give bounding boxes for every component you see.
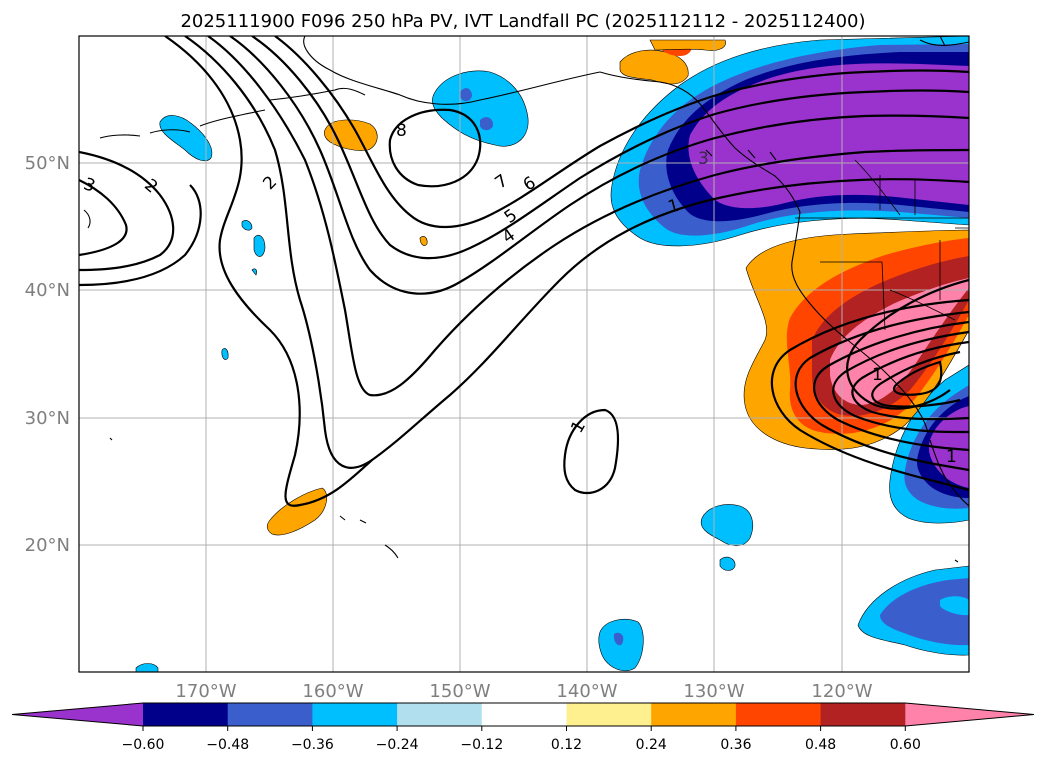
colorbar-tick-label: 0.60 — [890, 737, 921, 753]
contour-label: 1 — [872, 365, 883, 385]
lon-label-120w: 120°W — [811, 681, 872, 702]
pv-contours — [79, 36, 969, 507]
figure-title: 2025111900 F096 250 hPa PV, IVT Landfall… — [180, 11, 865, 32]
colorbar: −0.60 −0.48 −0.36 −0.24 −0.12 0.12 0.24 0.36 0.4… — [11, 702, 1035, 753]
colorbar-segment — [735, 703, 822, 726]
colorbar-tick-label: 0.36 — [720, 737, 751, 753]
gridlines — [79, 36, 969, 672]
shade-positive-patch-alaska — [619, 49, 689, 85]
colorbar-segment — [143, 703, 229, 726]
colorbar-segment — [651, 703, 737, 726]
contour-label: 8 — [396, 121, 407, 141]
shade-negative-patch-west — [159, 115, 213, 162]
colorbar-segment — [227, 703, 313, 726]
lon-label-160w: 160°W — [302, 681, 363, 702]
lon-label-130w: 130°W — [683, 681, 744, 702]
shade-negative-northwest-purple — [688, 63, 969, 209]
ivt-shading — [135, 36, 969, 672]
latitude-labels: 50°N 40°N 30°N 20°N — [25, 153, 70, 556]
colorbar-tick-label: −0.60 — [122, 737, 165, 753]
shade-negative-patch-north — [432, 70, 529, 147]
lat-label-40n: 40°N — [25, 280, 70, 301]
colorbar-segment — [481, 703, 567, 726]
lat-label-20n: 20°N — [25, 535, 70, 556]
shade-negative-patch-south — [598, 619, 644, 672]
colorbar-tick-label: −0.48 — [206, 737, 249, 753]
contour-label: 3 — [698, 149, 709, 169]
colorbar-extend-min — [12, 703, 143, 726]
contour-label: 1 — [946, 447, 957, 467]
colorbar-tick-label: 0.12 — [551, 737, 582, 753]
shade-positive-patch-north — [324, 119, 378, 151]
colorbar-extend-max — [905, 703, 1034, 726]
longitude-labels: 170°W 160°W 150°W 140°W 130°W 120°W — [175, 681, 872, 702]
colorbar-tick-label: −0.36 — [291, 737, 334, 753]
colorbar-segment — [397, 703, 483, 726]
coastlines — [83, 36, 969, 563]
shade-positive-patch-south — [266, 487, 328, 536]
lon-label-140w: 140°W — [556, 681, 617, 702]
lat-label-50n: 50°N — [25, 153, 70, 174]
colorbar-segment — [312, 703, 398, 726]
contour-label: 1 — [666, 196, 682, 218]
colorbar-tick-label: −0.24 — [376, 737, 419, 753]
colorbar-segment — [566, 703, 652, 726]
lon-label-170w: 170°W — [175, 681, 236, 702]
colorbar-segment — [820, 703, 906, 726]
map-panel: 3 2 2 8 7 6 5 4 1 3 1 1 1 — [78, 35, 970, 673]
colorbar-tick-label: 0.24 — [636, 737, 667, 753]
lon-label-150w: 150°W — [429, 681, 490, 702]
colorbar-tick-label: 0.48 — [805, 737, 836, 753]
colorbar-tick-label: −0.12 — [460, 737, 503, 753]
lat-label-30n: 30°N — [25, 408, 70, 429]
